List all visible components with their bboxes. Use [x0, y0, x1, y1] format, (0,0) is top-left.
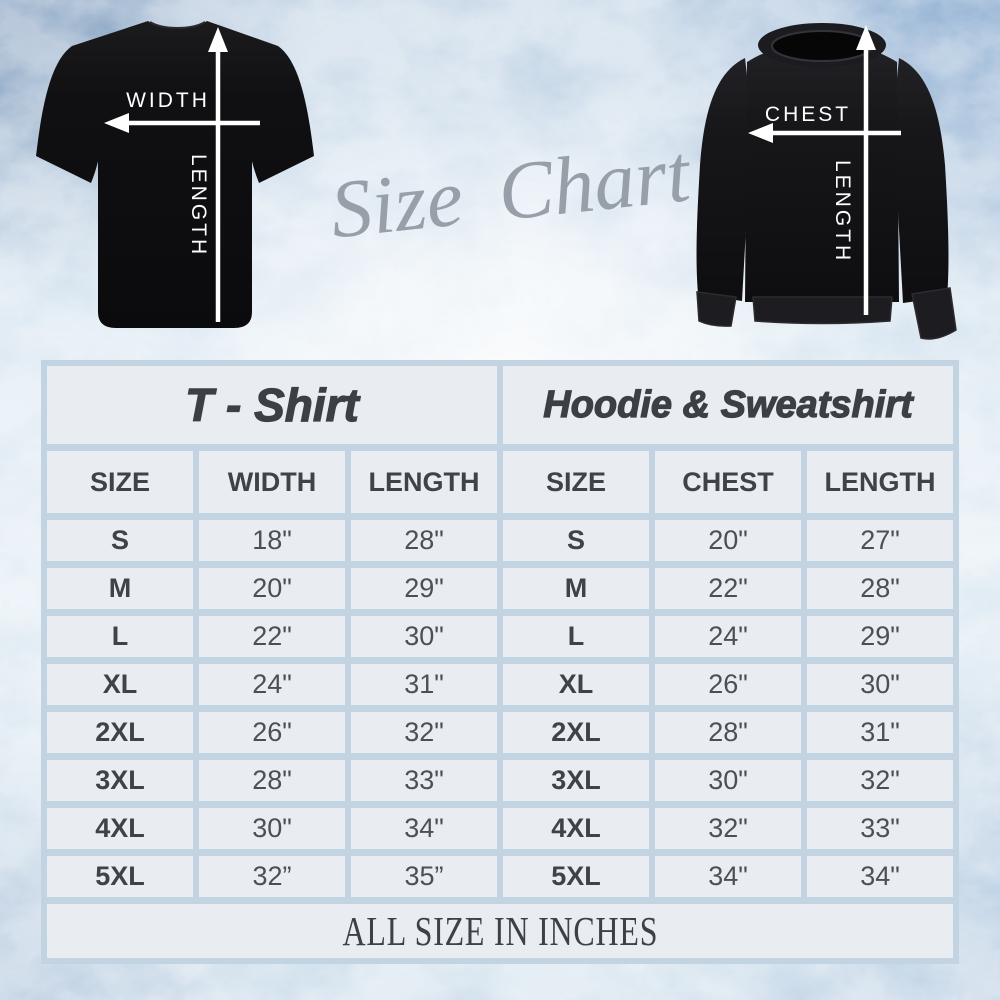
size-label-cell: XL — [47, 664, 193, 705]
measurement-value-cell: 32" — [807, 760, 953, 801]
hoodie-col-length: LENGTH — [807, 451, 953, 513]
size-label-cell: 5XL — [47, 856, 193, 897]
size-table: T - Shirt Hoodie & Sweatshirt SIZE WIDTH… — [41, 360, 959, 964]
measurement-value-cell: 27" — [807, 520, 953, 561]
tshirt-width-label: WIDTH — [126, 89, 210, 112]
size-label-cell: 4XL — [47, 808, 193, 849]
measurement-value-cell: 28" — [655, 712, 801, 753]
size-label-cell: 2XL — [47, 712, 193, 753]
tshirt-table-title: T - Shirt — [47, 366, 497, 444]
measurement-value-cell: 31" — [351, 664, 497, 705]
measurement-value-cell: 35” — [351, 856, 497, 897]
hoodie-table-title: Hoodie & Sweatshirt — [503, 366, 953, 444]
tshirt-length-label: LENGTH — [187, 154, 210, 258]
measurement-value-cell: 30" — [807, 664, 953, 705]
measurement-value-cell: 20" — [199, 568, 345, 609]
size-label-cell: 3XL — [47, 760, 193, 801]
hoodie-col-chest: CHEST — [655, 451, 801, 513]
size-label-cell: 4XL — [503, 808, 649, 849]
measurement-value-cell: 31" — [807, 712, 953, 753]
sweatshirt-chest-label: CHEST — [764, 103, 852, 126]
size-label-cell: M — [503, 568, 649, 609]
measurement-value-cell: 32" — [351, 712, 497, 753]
measurement-value-cell: 30" — [351, 616, 497, 657]
size-label-cell: 3XL — [503, 760, 649, 801]
measurement-value-cell: 32” — [199, 856, 345, 897]
size-label-cell: XL — [503, 664, 649, 705]
measurement-value-cell: 29" — [807, 616, 953, 657]
measurement-value-cell: 26" — [199, 712, 345, 753]
measurement-value-cell: 24" — [199, 664, 345, 705]
sweatshirt-length-label: LENGTH — [831, 160, 854, 264]
size-label-cell: L — [503, 616, 649, 657]
size-label-cell: M — [47, 568, 193, 609]
measurement-value-cell: 33" — [807, 808, 953, 849]
measurement-value-cell: 32" — [655, 808, 801, 849]
measurement-value-cell: 30" — [655, 760, 801, 801]
measurement-value-cell: 34" — [807, 856, 953, 897]
measurement-value-cell: 29" — [351, 568, 497, 609]
measurement-value-cell: 24" — [655, 616, 801, 657]
measurement-value-cell: 28" — [351, 520, 497, 561]
tshirt-col-length: LENGTH — [351, 451, 497, 513]
measurement-value-cell: 33" — [351, 760, 497, 801]
measurement-value-cell: 22" — [655, 568, 801, 609]
measurement-value-cell: 34" — [351, 808, 497, 849]
size-label-cell: S — [47, 520, 193, 561]
measurement-value-cell: 28" — [199, 760, 345, 801]
tshirt-col-size: SIZE — [47, 451, 193, 513]
size-label-cell: 2XL — [503, 712, 649, 753]
units-note: ALL SIZE IN INCHES — [47, 904, 953, 958]
measurement-value-cell: 26" — [655, 664, 801, 705]
tshirt-col-width: WIDTH — [199, 451, 345, 513]
size-label-cell: 5XL — [503, 856, 649, 897]
hoodie-col-size: SIZE — [503, 451, 649, 513]
measurement-value-cell: 34" — [655, 856, 801, 897]
measurement-value-cell: 18" — [199, 520, 345, 561]
measurement-value-cell: 30" — [199, 808, 345, 849]
size-label-cell: S — [503, 520, 649, 561]
size-label-cell: L — [47, 616, 193, 657]
measurement-value-cell: 28" — [807, 568, 953, 609]
measurement-value-cell: 22" — [199, 616, 345, 657]
measurement-value-cell: 20" — [655, 520, 801, 561]
